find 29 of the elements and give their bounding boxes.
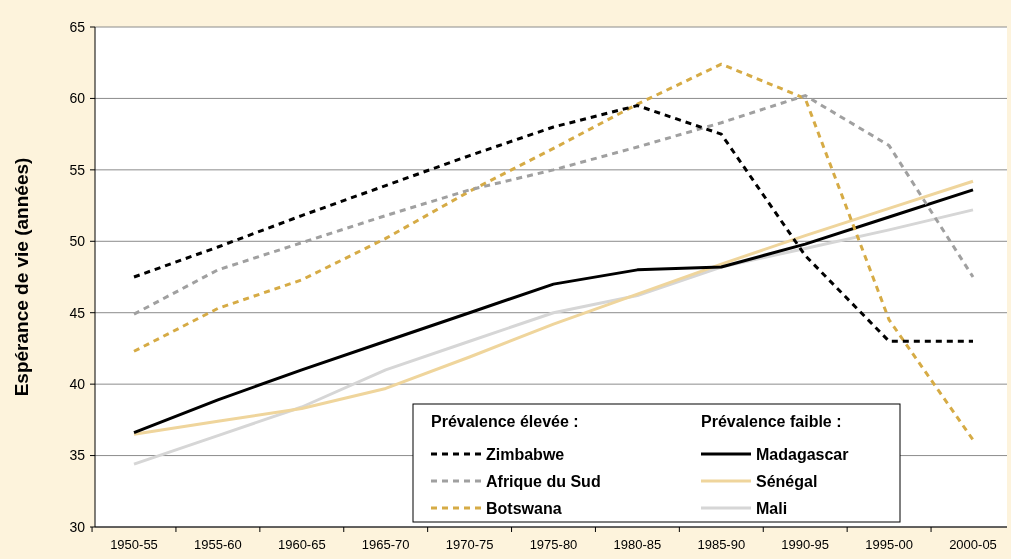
x-tick-label: 1990-95 (781, 537, 830, 552)
x-tick-label: 1980-85 (613, 537, 662, 552)
y-tick-label: 65 (69, 18, 86, 35)
x-tick-label: 1985-90 (697, 537, 746, 552)
line-series (132, 62, 975, 442)
legend-label: Mali (756, 499, 788, 517)
y-axis-title: Espérance de vie (années) (11, 157, 32, 397)
x-tick-label: 1955-60 (194, 537, 242, 552)
x-tick-label: 1970-75 (445, 537, 494, 552)
y-tick-label: 30 (69, 518, 86, 535)
y-tick-label: 40 (69, 376, 86, 393)
x-tick-label: 2000-05 (949, 537, 997, 552)
x-tick-label: 1950-55 (110, 537, 158, 552)
y-tick-label: 55 (69, 161, 86, 178)
y-tick-label: 60 (69, 90, 86, 107)
x-tick-label: 1960-65 (277, 537, 326, 552)
annotation: Prévalence faible : (701, 413, 842, 430)
y-tick-label: 45 (69, 304, 86, 321)
legend-label: Zimbabwe (486, 445, 565, 463)
legend-label: Botswana (486, 499, 562, 517)
x-tick-label: 1965-70 (361, 537, 410, 552)
legend-label: Sénégal (756, 472, 818, 490)
legend-label: Madagascar (756, 445, 849, 463)
x-tick-label: 1995-00 (865, 537, 913, 552)
x-tick-label: 1975-80 (529, 537, 578, 552)
annotation: Prévalence élevée : (431, 413, 579, 430)
y-tick-label: 35 (69, 447, 86, 464)
y-tick-label: 50 (69, 233, 86, 250)
legend-label: Afrique du Sud (486, 472, 601, 490)
